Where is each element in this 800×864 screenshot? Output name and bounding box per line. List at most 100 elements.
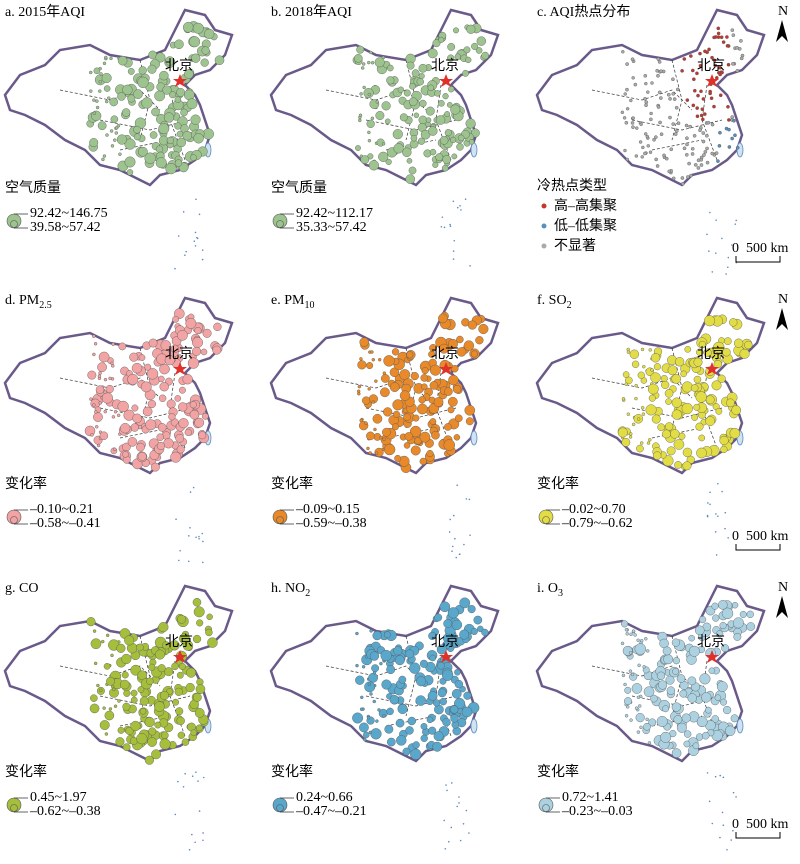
scale-label: 500 km [746,241,789,256]
city-dot [716,26,721,31]
city-dot [172,698,180,706]
city-dot [364,421,368,425]
city-dot [198,431,207,440]
city-dot [634,706,639,710]
city-dot [699,616,707,624]
city-dot [124,156,136,168]
island [706,233,708,236]
city-dot [721,644,730,653]
city-dot [464,405,476,416]
city-dot [105,99,109,104]
city-dot [634,396,638,401]
island [444,847,447,850]
city-dot [144,152,156,164]
island [452,200,455,203]
city-dot [702,153,706,157]
city-dot [381,142,386,146]
city-dot [92,629,97,633]
city-dot [714,151,719,155]
city-dot [417,137,426,145]
scale-bar [735,544,781,551]
city-dot [731,62,735,66]
city-dot [110,115,119,124]
city-dot [711,602,719,610]
city-dot [674,461,682,469]
city-dot [402,147,412,157]
city-dot [200,58,209,67]
beijing-label: 北京 [431,58,459,74]
city-dot [696,93,700,98]
city-dot [643,686,655,698]
city-dot [674,105,679,110]
city-dot [635,713,645,723]
city-dot [657,90,662,95]
city-dot [90,694,98,702]
city-dot [127,373,139,385]
panel-title-sub: 3 [558,588,563,599]
city-dot [186,98,198,110]
legend-label: 0.45~1.97 [30,790,87,805]
city-dot [86,617,96,627]
city-dot [113,704,118,708]
city-dot [707,47,711,52]
city-dot [645,649,650,653]
city-dot [621,438,631,447]
city-dot [693,375,702,384]
panel-title-text: h. NO [271,581,305,596]
city-dot [712,35,716,40]
city-dot [647,383,659,395]
city-dot [384,118,391,125]
city-dot [405,649,415,659]
island [189,491,192,493]
legend-label: –0.47~–0.21 [295,804,367,819]
city-dot [428,631,437,640]
island [458,796,460,798]
city-dot [639,122,643,127]
island [195,198,197,201]
city-dot [382,427,391,437]
city-dot [156,441,165,451]
city-dot [640,347,645,352]
city-dot [685,98,690,102]
city-dot [691,103,696,108]
panel-title: c. AQI热点分布 [537,4,630,20]
city-dot [202,328,212,338]
city-dot [718,600,728,610]
city-dot [656,73,660,78]
island [452,258,455,260]
city-dot [439,136,449,145]
city-dot [444,111,451,117]
city-dot [357,360,367,370]
city-dot [705,706,712,714]
city-dot [367,153,374,160]
city-dot [405,174,415,184]
city-dot [171,662,179,671]
city-dot [720,445,728,454]
island [192,486,195,489]
city-dot [641,145,645,150]
city-dot [698,51,702,56]
city-dot [644,103,648,108]
island [448,531,451,533]
city-dot [178,418,189,429]
city-dot [465,118,476,129]
city-dot [214,55,225,65]
city-dot [662,153,666,158]
city-dot [640,638,644,643]
city-dot [642,665,646,669]
island [189,526,191,529]
city-dot [456,335,464,344]
city-dot [104,710,115,721]
city-dot [182,374,193,385]
city-dot [680,176,685,180]
city-dot [465,417,474,426]
city-dot [111,342,115,346]
city-dot [674,129,679,133]
city-dot [463,46,471,54]
city-dot [111,415,116,419]
city-dot [93,412,103,422]
city-dot [625,157,630,162]
city-dot [95,99,99,103]
city-dot [419,457,427,465]
city-dot [730,136,734,141]
